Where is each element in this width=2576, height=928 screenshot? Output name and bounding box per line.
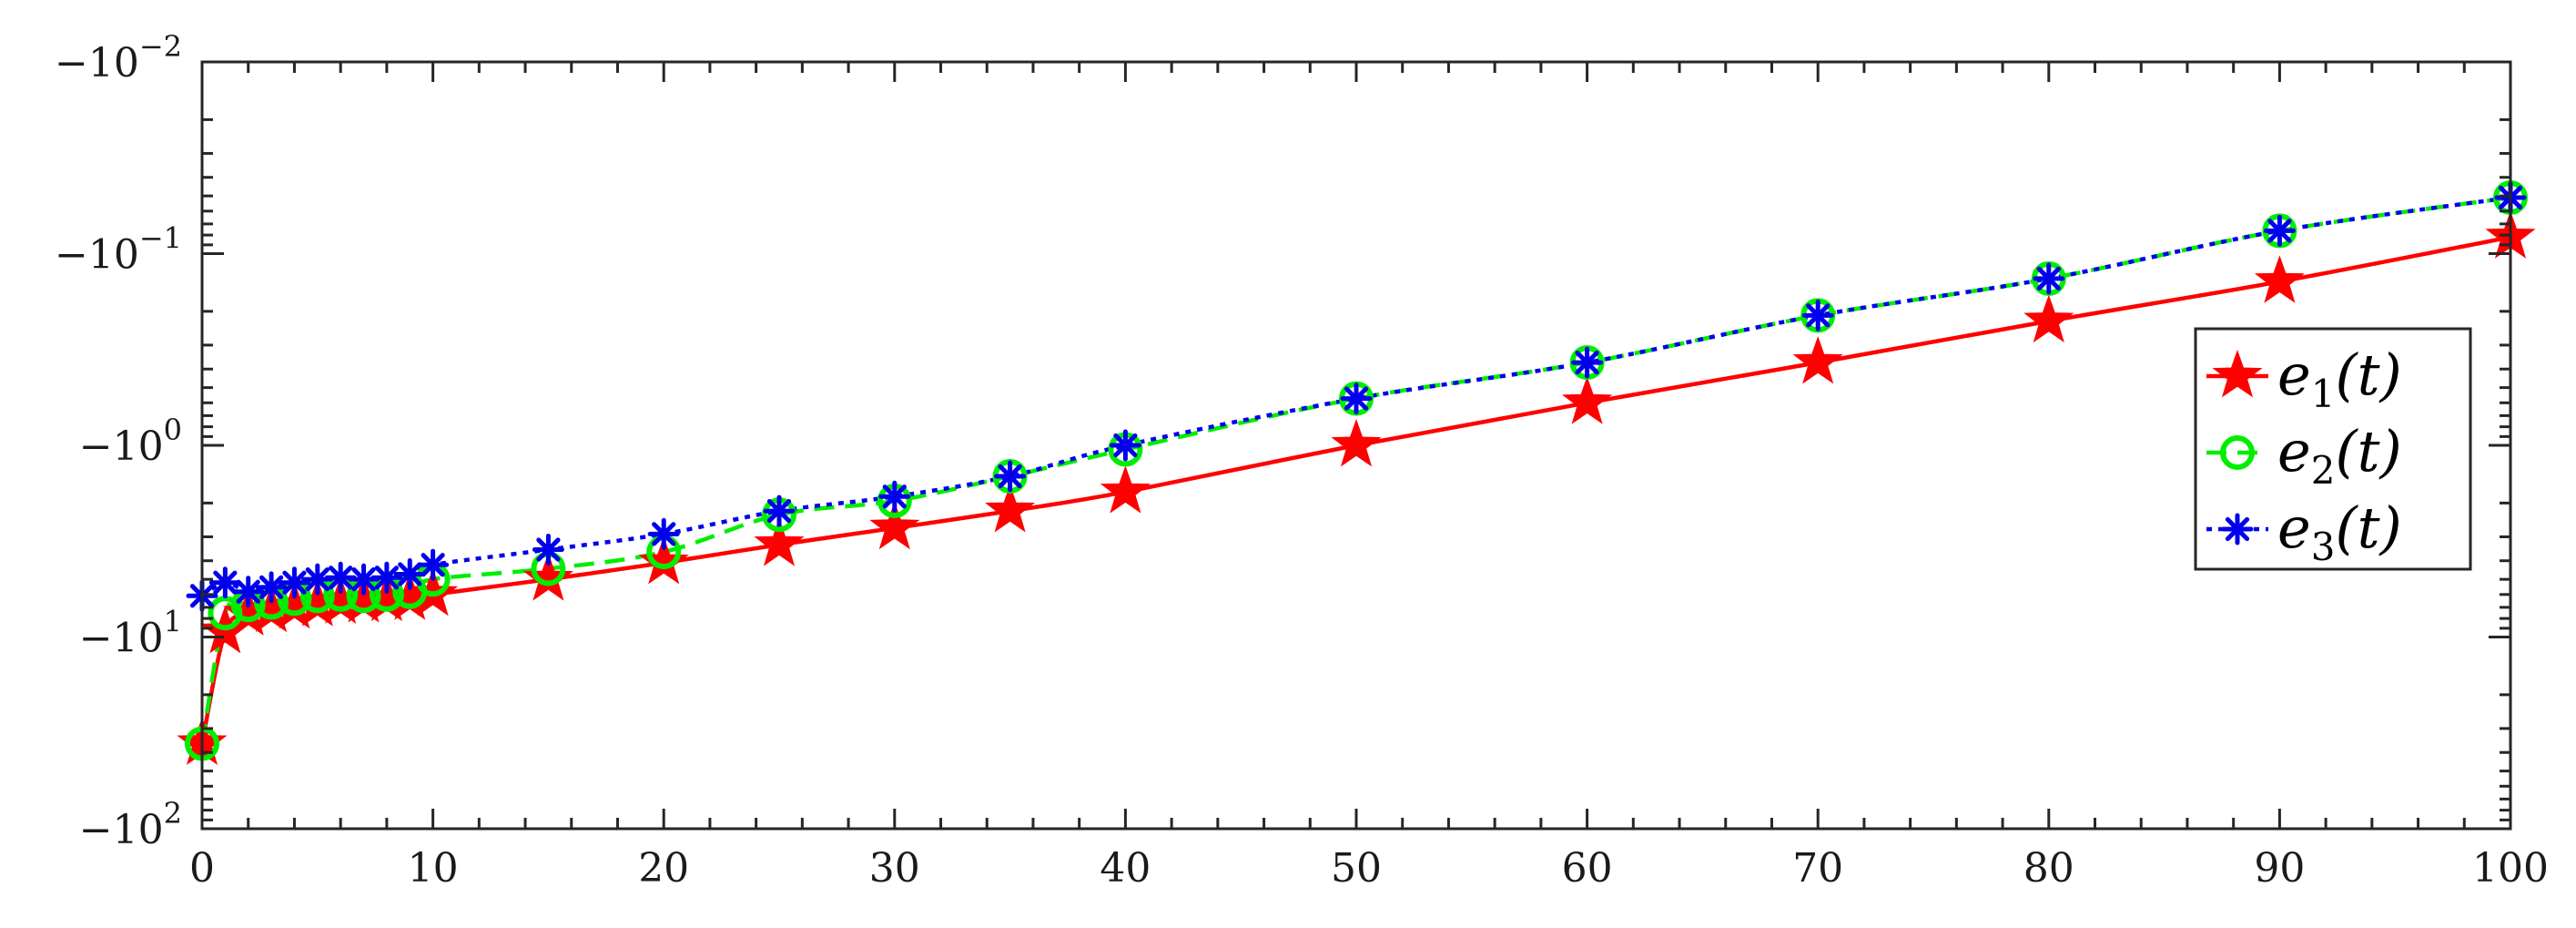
- series-3-marker: [278, 566, 310, 599]
- x-tick-label: 10: [408, 845, 459, 892]
- series-3-marker: [324, 561, 357, 594]
- series-3-marker: [763, 495, 796, 527]
- series-3-marker: [393, 557, 426, 590]
- x-tick-label: 60: [1562, 845, 1613, 892]
- series-1-marker: [2254, 255, 2305, 303]
- series-1-marker: [1331, 419, 1382, 467]
- legend-label-2: e2(t): [2277, 418, 2402, 493]
- series-1-marker: [985, 484, 1036, 533]
- legend-marker-1: [2212, 350, 2263, 398]
- x-tick-label: 80: [2023, 845, 2074, 892]
- series-1-marker: [2023, 294, 2074, 343]
- series-3-marker: [417, 548, 450, 581]
- y-tick-label: −102: [79, 796, 182, 853]
- y-tick-label: −10−2: [55, 29, 182, 87]
- x-tick-label: 40: [1100, 845, 1151, 892]
- y-tick-label: −101: [79, 605, 182, 662]
- series-1-marker: [1792, 336, 1843, 384]
- legend-label-1: e1(t): [2277, 342, 2402, 416]
- series-3-marker: [1801, 299, 1834, 331]
- y-tick-label: −10−1: [55, 221, 182, 279]
- series-3-marker: [370, 561, 403, 594]
- series-1-marker: [869, 501, 920, 550]
- x-tick-label: 0: [189, 845, 215, 892]
- x-tick-label: 50: [1331, 845, 1382, 892]
- legend-marker-2: [2220, 435, 2255, 470]
- series-3-marker: [208, 566, 241, 599]
- axes: [200, 60, 2512, 831]
- y-tick-labels: −10−2 −10−1 −100 −101 −102: [55, 29, 182, 853]
- legend-label-3: e3(t): [2277, 495, 2402, 569]
- legend: e1(t)e2(t)e3(t): [2194, 327, 2472, 571]
- series-3-marker: [878, 480, 911, 513]
- series-3-marker: [1340, 382, 1373, 415]
- series-3-marker: [1571, 346, 1604, 379]
- x-tick-label: 30: [869, 845, 920, 892]
- series-3-marker: [647, 517, 680, 550]
- series-3-marker: [994, 460, 1027, 493]
- series-3-marker: [232, 576, 265, 608]
- x-tick-label: 70: [1792, 845, 1843, 892]
- x-tick-labels: 0 10 20 30 40 50 60 70 80 90 100: [189, 845, 2549, 892]
- series-1-marker: [1100, 465, 1151, 514]
- series-3-marker: [2033, 262, 2065, 295]
- x-tick-label: 100: [2472, 845, 2549, 892]
- x-tick-label: 20: [638, 845, 689, 892]
- x-tick-label: 90: [2254, 845, 2305, 892]
- y-tick-label: −100: [79, 413, 182, 470]
- legend-marker-3: [2221, 513, 2254, 546]
- series-3-marker: [532, 534, 564, 566]
- series-1-marker: [1562, 376, 1613, 424]
- series-3-marker: [2263, 214, 2296, 247]
- series-3-marker: [1109, 429, 1141, 462]
- series-1-marker: [754, 518, 805, 566]
- series-3-marker: [255, 571, 288, 604]
